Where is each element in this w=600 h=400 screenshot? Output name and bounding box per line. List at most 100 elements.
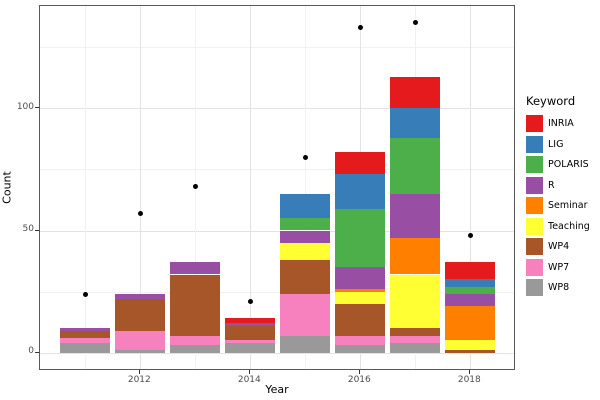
bar-segment-wp7 — [115, 330, 166, 351]
legend-item-seminar: Seminar — [526, 197, 598, 214]
legend-label: Teaching — [548, 220, 590, 232]
bar-segment-seminar — [335, 289, 386, 292]
bar-segment-wp4 — [170, 274, 221, 336]
legend-title: Keyword — [526, 94, 576, 108]
bar-segment-wp7 — [60, 338, 111, 343]
legend-swatch-wp7 — [526, 258, 543, 276]
legend-label: WP7 — [548, 261, 570, 273]
bar-segment-r — [280, 230, 331, 243]
legend-label: LIG — [548, 138, 564, 150]
bar-segment-wp7 — [335, 335, 386, 346]
bar-segment-lig — [390, 108, 441, 138]
bar-segment-wp7 — [225, 340, 276, 343]
gridline-y-minor — [39, 169, 515, 171]
data-point — [82, 291, 88, 297]
bar-segment-r — [115, 294, 166, 299]
legend-item-teaching: Teaching — [526, 217, 598, 235]
bar-segment-seminar — [390, 237, 441, 275]
bar-segment-r — [60, 328, 111, 331]
x-tick-mark — [469, 370, 471, 374]
y-tick-label: 100 — [16, 101, 34, 112]
bar-segment-wp8 — [225, 342, 276, 353]
legend-item-wp4: WP4 — [526, 238, 598, 255]
bar-segment-wp4 — [390, 328, 441, 336]
bar-segment-lig — [445, 279, 496, 287]
bar-segment-inria — [335, 152, 386, 175]
bar-segment-teaching — [335, 291, 386, 304]
bar-segment-wp4 — [280, 259, 331, 295]
legend-item-polaris: POLARIS — [526, 156, 598, 173]
data-point — [137, 210, 143, 216]
gridline-x-minor — [85, 6, 87, 369]
y-tick-label: 50 — [22, 224, 34, 234]
legend-item-wp8: WP8 — [526, 279, 598, 296]
bar-segment-wp7 — [390, 335, 441, 343]
bar-segment-inria — [390, 76, 441, 109]
bar-segment-polaris — [335, 208, 386, 268]
legend-item-wp7: WP7 — [526, 258, 598, 276]
bar-segment-inria — [225, 318, 276, 324]
data-point — [357, 25, 363, 31]
x-tick-label: 2014 — [237, 374, 261, 385]
bar-segment-wp8 — [60, 342, 111, 353]
x-tick-mark — [359, 370, 361, 374]
bar-segment-r — [445, 294, 496, 307]
bar-segment-r — [225, 323, 276, 326]
legend-swatch-wp4 — [526, 238, 543, 255]
legend-swatch-polaris — [526, 156, 543, 173]
gridline-x-major — [250, 6, 252, 369]
legend-label: Seminar — [548, 200, 588, 211]
legend-label: R — [548, 179, 555, 191]
y-axis-title: Count — [0, 171, 14, 204]
x-tick-label: 2016 — [347, 374, 371, 385]
gridline-y-major — [39, 352, 515, 354]
bar-segment-wp4 — [225, 325, 276, 341]
x-tick-label: 2012 — [127, 374, 151, 385]
bar-segment-wp8 — [335, 345, 386, 353]
legend-item-r: R — [526, 176, 598, 194]
bar-segment-inria — [445, 262, 496, 280]
legend-swatch-lig — [526, 135, 543, 153]
bar-segment-lig — [335, 174, 386, 209]
bar-segment-wp8 — [390, 342, 441, 353]
y-tick-mark — [35, 229, 39, 231]
legend: Keyword INRIA LIG POLARIS R Seminar Teaching W… — [526, 94, 598, 300]
legend-swatch-r — [526, 176, 543, 194]
data-point — [247, 298, 253, 304]
bar-segment-teaching — [390, 274, 441, 329]
bar-segment-polaris — [280, 218, 331, 231]
bar-segment-wp4 — [445, 350, 496, 353]
x-tick-mark — [139, 370, 141, 374]
bar-segment-polaris — [390, 137, 441, 194]
bar-segment-wp8 — [170, 345, 221, 353]
legend-item-inria: INRIA — [526, 115, 598, 132]
data-point — [412, 20, 418, 26]
bar-segment-wp4 — [115, 298, 166, 331]
data-point — [192, 184, 198, 190]
bar-segment-teaching — [445, 340, 496, 351]
legend-item-lig: LIG — [526, 135, 598, 153]
gridline-x-major — [140, 6, 142, 369]
bar-segment-wp8 — [280, 335, 331, 353]
bar-segment-polaris — [445, 286, 496, 295]
bar-segment-r — [335, 267, 386, 290]
x-tick-label: 2018 — [457, 374, 481, 385]
bar-segment-lig — [280, 193, 331, 219]
x-axis-title: Year — [265, 383, 289, 396]
data-point — [302, 154, 308, 160]
gridline-x-minor — [305, 6, 307, 369]
data-point — [467, 232, 473, 238]
legend-swatch-wp8 — [526, 279, 543, 296]
legend-swatch-teaching — [526, 217, 543, 235]
legend-items: INRIA LIG POLARIS R Seminar Teaching WP4 WP7 WP8 — [526, 115, 598, 296]
y-tick-mark — [35, 107, 39, 109]
legend-label: WP8 — [548, 282, 570, 293]
bar-segment-wp8 — [115, 350, 166, 353]
gridline-y-major — [39, 230, 515, 232]
bar-segment-wp4 — [60, 330, 111, 339]
x-tick-mark — [249, 370, 251, 374]
gridline-y-major — [39, 108, 515, 110]
legend-label: INRIA — [548, 118, 574, 129]
gridline-x-major — [470, 6, 472, 369]
